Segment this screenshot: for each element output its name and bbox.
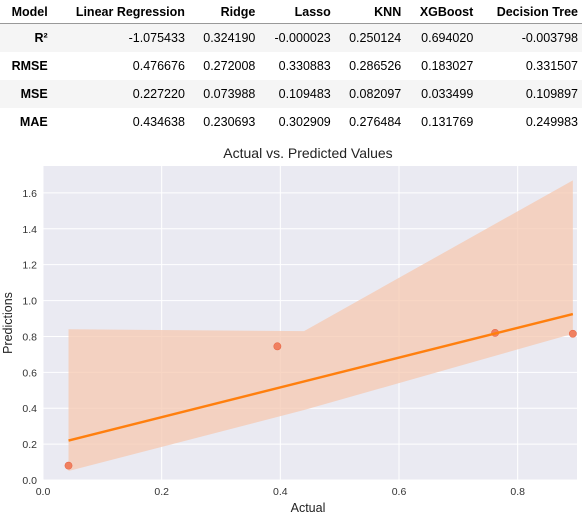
table-cell: -0.003798 (521, 31, 578, 45)
table-header-row: Model Linear Regression Ridge Lasso KNN … (0, 0, 582, 24)
scatter-chart: Actual vs. Predicted Values 0.0 0.2 0.4 0.6… (1, 145, 577, 515)
data-point (64, 461, 73, 470)
x-tick-label: 0.2 (154, 486, 169, 498)
table-cell: 0.183027 (421, 59, 474, 73)
table-cell: 0.276484 (349, 115, 402, 129)
table-cell: 0.250124 (349, 31, 402, 45)
table-cell: 0.331507 (525, 59, 578, 73)
data-point (273, 342, 282, 351)
column-header-ridge: Ridge (188, 0, 260, 24)
table-cell: 0.073988 (203, 87, 256, 101)
row-label: MAE (19, 115, 48, 129)
column-header-linear-regression: Linear Regression (51, 0, 189, 24)
data-point (568, 329, 577, 338)
table-cell: 0.033499 (421, 87, 474, 101)
table-cell: 0.286526 (349, 59, 402, 73)
table-header: Model Linear Regression Ridge Lasso KNN … (0, 0, 582, 24)
row-label: R² (34, 31, 48, 45)
table-cell: 0.694020 (421, 31, 474, 45)
y-tick-label: 1.6 (22, 188, 37, 200)
y-tick-labels: 0.0 0.2 0.4 0.6 0.8 1.0 1.2 1.4 1.6 (22, 188, 37, 487)
table-cell: 0.109483 (278, 87, 331, 101)
y-tick-label: 1.4 (22, 224, 37, 236)
table-cell: 0.434638 (132, 115, 185, 129)
x-tick-label: 0.0 (36, 486, 51, 498)
column-header-lasso: Lasso (259, 0, 335, 24)
y-tick-label: 1.2 (22, 260, 37, 272)
column-header-model: Model (0, 0, 52, 24)
table-cell: 0.272008 (203, 59, 256, 73)
table-cell: 0.109897 (525, 87, 578, 101)
x-tick-labels: 0.0 0.2 0.4 0.6 0.8 (36, 486, 525, 498)
table-cell: 0.131769 (421, 115, 474, 129)
table-row: RMSE 0.476676 0.272008 0.330883 0.286526… (0, 52, 582, 80)
table-cell: -1.075433 (128, 31, 185, 45)
x-tick-label: 0.4 (273, 486, 288, 498)
y-tick-label: 0.2 (22, 439, 37, 451)
table-row: MSE 0.227220 0.073988 0.109483 0.082097 … (0, 80, 582, 108)
x-tick-label: 0.8 (510, 486, 525, 498)
table-cell: 0.249983 (525, 115, 578, 129)
y-axis-label: Predictions (1, 292, 15, 354)
table-body: R² -1.075433 0.324190 -0.000023 0.250124… (0, 23, 582, 137)
table-row: MAE 0.434638 0.230693 0.302909 0.276484 … (0, 108, 582, 136)
table-cell: 0.227220 (132, 87, 185, 101)
y-tick-label: 0.0 (22, 475, 37, 487)
confidence-band (68, 180, 573, 472)
table-cell: -0.000023 (274, 31, 331, 45)
table-cell: 0.324190 (203, 31, 256, 45)
x-axis-label: Actual (291, 501, 326, 515)
y-tick-label: 1.0 (22, 296, 37, 308)
y-tick-label: 0.8 (22, 331, 37, 343)
column-header-xgboost: XGBoost (405, 0, 478, 24)
table-cell: 0.476676 (132, 59, 185, 73)
table-cell: 0.330883 (278, 59, 331, 73)
table-cell: 0.082097 (349, 87, 402, 101)
table-row: R² -1.075433 0.324190 -0.000023 0.250124… (0, 23, 582, 52)
regression-line (68, 312, 574, 442)
y-tick-label: 0.4 (22, 403, 37, 415)
column-header-knn: KNN (334, 0, 406, 24)
column-header-decision-tree: Decision Tree (477, 0, 582, 24)
table-cell: 0.230693 (203, 115, 256, 129)
y-tick-label: 0.6 (22, 367, 37, 379)
table-cell: 0.302909 (278, 115, 331, 129)
row-label: RMSE (11, 59, 48, 73)
x-tick-label: 0.6 (392, 486, 407, 498)
metrics-table: Model Linear Regression Ridge Lasso KNN … (0, 0, 582, 136)
row-label: MSE (20, 87, 48, 101)
chart-title: Actual vs. Predicted Values (223, 145, 392, 161)
